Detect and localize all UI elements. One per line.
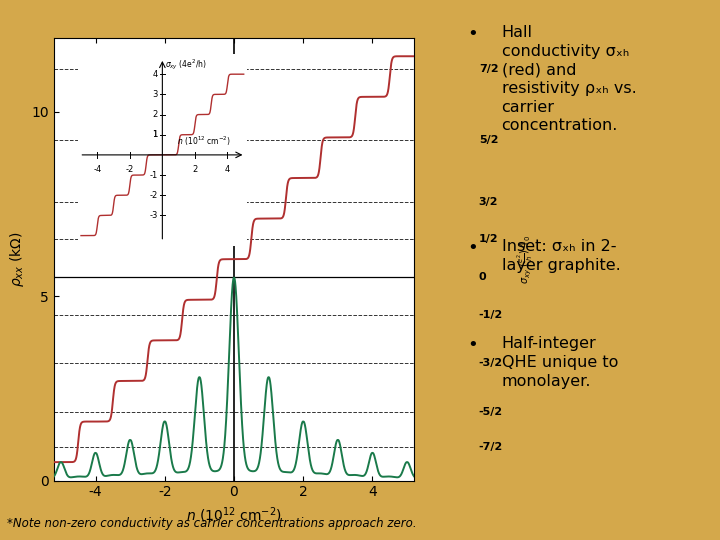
Text: -7/2: -7/2	[479, 442, 503, 453]
Text: 3: 3	[152, 90, 158, 99]
Text: 2: 2	[192, 165, 197, 174]
Text: 1/2: 1/2	[479, 234, 498, 244]
Text: 3/2: 3/2	[479, 197, 498, 207]
Text: -1/2: -1/2	[479, 309, 503, 320]
Text: 7/2: 7/2	[479, 64, 498, 74]
Text: 5/2: 5/2	[479, 134, 498, 145]
Text: •: •	[467, 239, 477, 257]
Text: $\sigma_{xy}$ (4e$^2$/h): $\sigma_{xy}$ (4e$^2$/h)	[165, 57, 207, 71]
Text: -2: -2	[126, 165, 134, 174]
Text: Inset: σₓₕ in 2-
layer graphite.: Inset: σₓₕ in 2- layer graphite.	[502, 239, 621, 273]
Text: 1: 1	[152, 130, 158, 139]
Y-axis label: $\rho_{xx}$ (k$\Omega$): $\rho_{xx}$ (k$\Omega$)	[8, 232, 26, 287]
X-axis label: $n$ (10$^{12}$ cm$^{-2}$): $n$ (10$^{12}$ cm$^{-2}$)	[186, 505, 282, 525]
Text: 4: 4	[225, 165, 230, 174]
Text: 0: 0	[479, 272, 487, 282]
Text: $n$ (10$^{12}$ cm$^{-2}$): $n$ (10$^{12}$ cm$^{-2}$)	[177, 134, 230, 148]
Text: *Note non-zero conductivity as carrier concentrations approach zero.: *Note non-zero conductivity as carrier c…	[7, 516, 417, 530]
Text: -2: -2	[149, 191, 158, 200]
Text: 2: 2	[152, 110, 158, 119]
Text: 4: 4	[152, 70, 158, 79]
Text: •: •	[467, 336, 477, 354]
Text: $\sigma_{xy}$ ($\frac{e^2}{h}$)·4$_0$: $\sigma_{xy}$ ($\frac{e^2}{h}$)·4$_0$	[516, 234, 536, 284]
Text: •: •	[467, 25, 477, 43]
Text: 1: 1	[152, 130, 158, 139]
Text: -1: -1	[149, 171, 158, 180]
Text: Half-integer
QHE unique to
monolayer.: Half-integer QHE unique to monolayer.	[502, 336, 618, 389]
Text: -5/2: -5/2	[479, 407, 503, 417]
Text: -3/2: -3/2	[479, 358, 503, 368]
Text: -4: -4	[93, 165, 102, 174]
Text: -3: -3	[149, 211, 158, 220]
Text: Hall
conductivity σₓₕ
(red) and
resistivity ρₓₕ vs.
carrier
concentration.: Hall conductivity σₓₕ (red) and resistiv…	[502, 25, 636, 133]
